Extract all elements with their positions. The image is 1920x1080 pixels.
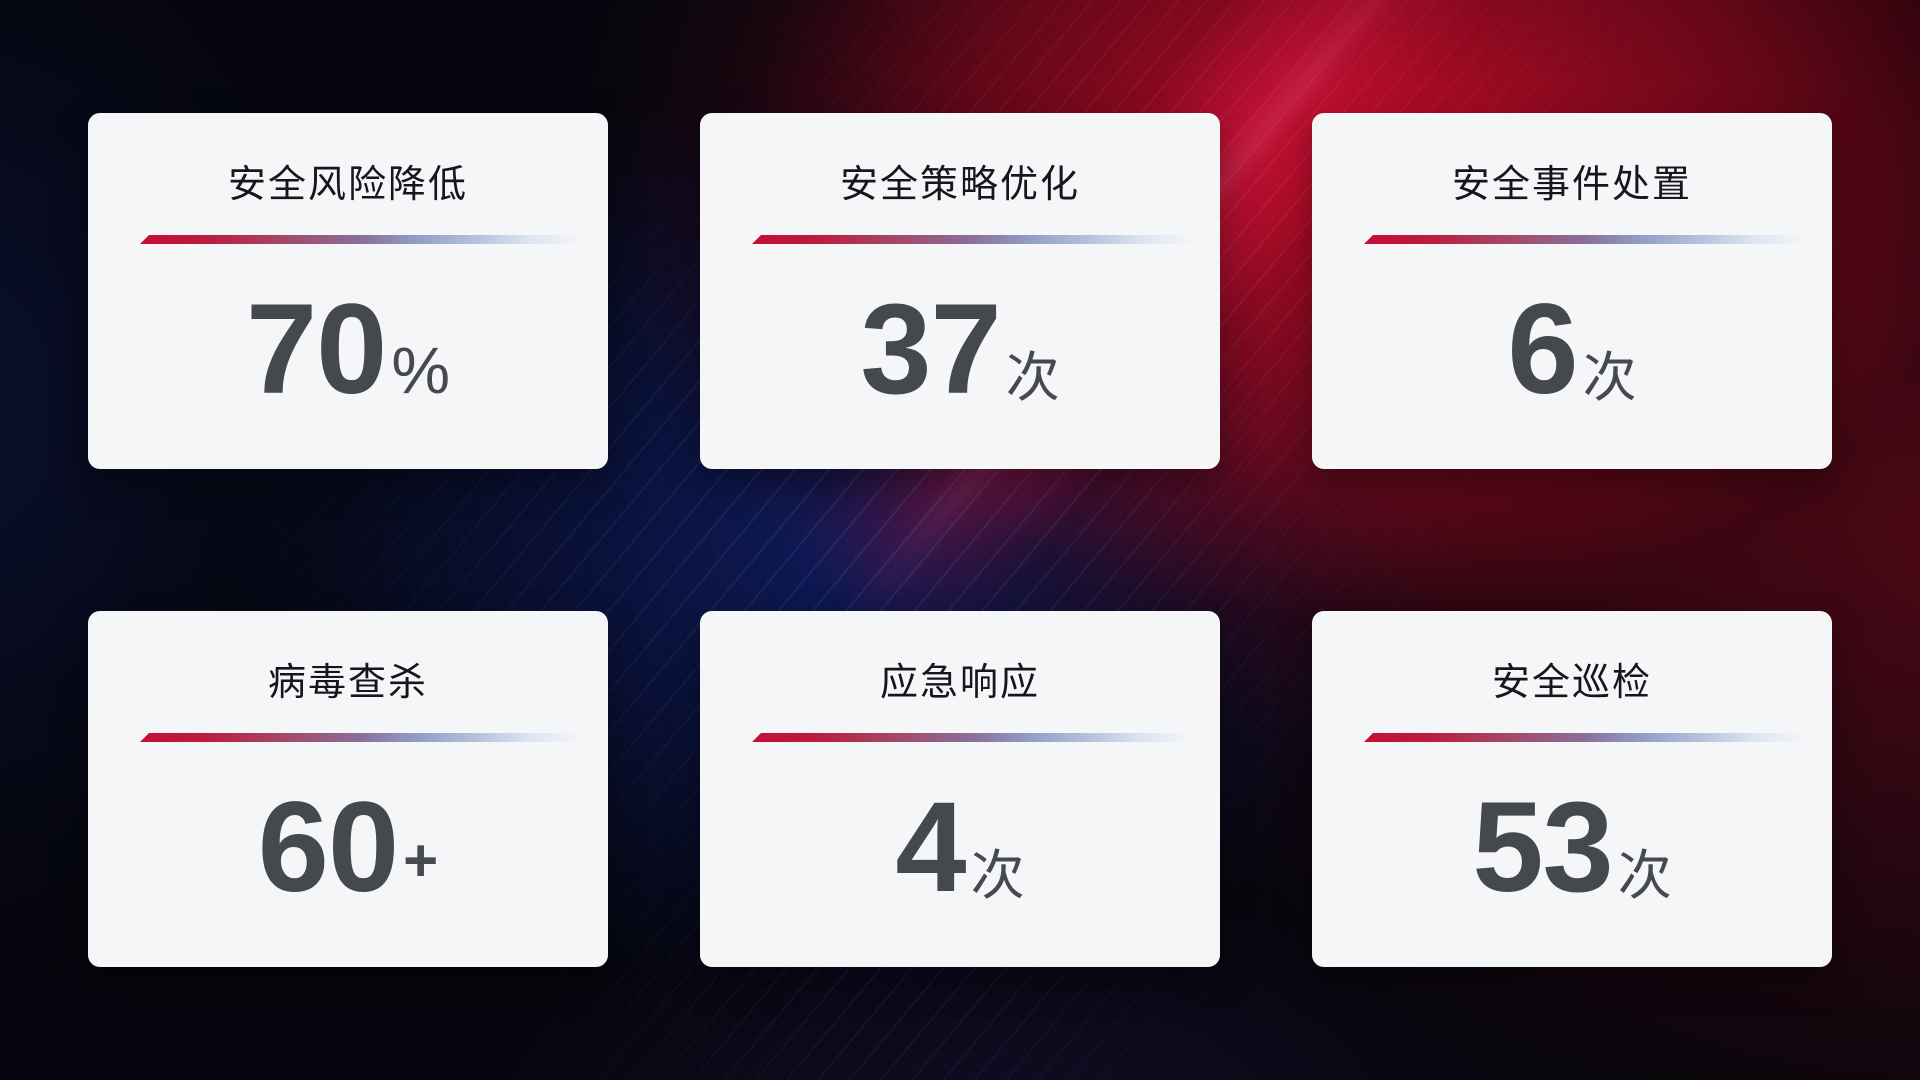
stat-card-policy-optimization: 安全策略优化 37 次 bbox=[700, 113, 1220, 469]
stat-value-row: 60 + bbox=[258, 784, 438, 912]
stat-value: 6 bbox=[1507, 278, 1578, 421]
stat-value-row: 4 次 bbox=[895, 784, 1024, 912]
stat-value: 70 bbox=[245, 278, 387, 421]
stat-unit: % bbox=[391, 333, 451, 407]
accent-divider bbox=[140, 733, 582, 742]
accent-divider bbox=[1364, 733, 1806, 742]
accent-divider bbox=[140, 235, 582, 244]
stat-card-incident-handling: 安全事件处置 6 次 bbox=[1312, 113, 1832, 469]
stat-unit: 次 bbox=[970, 846, 1025, 906]
card-title: 安全策略优化 bbox=[839, 164, 1080, 206]
card-title: 安全巡检 bbox=[1491, 662, 1652, 704]
stat-card-risk-reduction: 安全风险降低 70 % bbox=[88, 113, 608, 469]
stat-unit: 次 bbox=[1617, 846, 1672, 906]
card-title: 安全事件处置 bbox=[1451, 164, 1692, 206]
stat-value-row: 37 次 bbox=[860, 286, 1059, 414]
accent-divider bbox=[752, 733, 1194, 742]
stat-value: 37 bbox=[860, 278, 1001, 421]
stat-card-security-inspection: 安全巡检 53 次 bbox=[1312, 611, 1832, 967]
stat-card-emergency-response: 应急响应 4 次 bbox=[700, 611, 1220, 967]
stat-card-virus-scan: 病毒查杀 60 + bbox=[88, 611, 608, 967]
card-title: 应急响应 bbox=[879, 662, 1040, 704]
stat-unit: 次 bbox=[1582, 348, 1637, 408]
stat-value: 60 bbox=[257, 776, 399, 919]
accent-divider bbox=[752, 235, 1194, 244]
card-title: 安全风险降低 bbox=[227, 164, 468, 206]
stat-value: 53 bbox=[1472, 776, 1613, 919]
stat-value-row: 53 次 bbox=[1472, 784, 1671, 912]
stat-value: 4 bbox=[895, 776, 966, 919]
stat-unit: 次 bbox=[1005, 348, 1060, 408]
stat-value-row: 70 % bbox=[246, 286, 450, 414]
card-title: 病毒查杀 bbox=[267, 662, 428, 704]
stat-value-row: 6 次 bbox=[1507, 286, 1636, 414]
stat-unit: + bbox=[403, 827, 439, 894]
accent-divider bbox=[1364, 235, 1806, 244]
